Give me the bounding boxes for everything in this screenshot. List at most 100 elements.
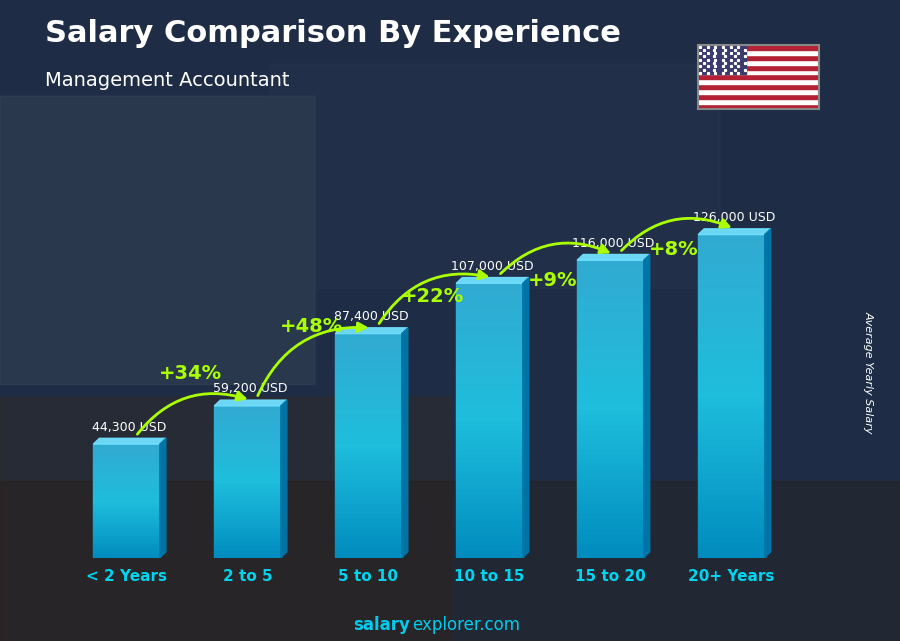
Bar xyxy=(456,489,523,494)
FancyBboxPatch shape xyxy=(0,96,315,385)
Bar xyxy=(214,408,281,411)
Bar xyxy=(94,535,160,537)
Bar xyxy=(0,397,450,641)
Bar xyxy=(698,391,765,396)
Bar xyxy=(94,510,160,512)
Bar xyxy=(94,497,160,499)
Bar xyxy=(214,434,281,437)
Bar xyxy=(698,380,765,385)
Bar xyxy=(698,326,765,331)
Bar xyxy=(335,401,401,404)
Bar xyxy=(214,451,281,454)
Bar xyxy=(456,347,523,352)
Bar xyxy=(335,550,401,554)
Bar xyxy=(698,466,765,472)
Bar xyxy=(214,424,281,426)
Bar xyxy=(94,548,160,550)
Bar xyxy=(577,265,644,270)
Bar xyxy=(456,288,523,292)
Bar xyxy=(577,429,644,434)
Bar xyxy=(94,495,160,497)
Bar xyxy=(335,367,401,371)
Text: +34%: +34% xyxy=(158,363,221,383)
Bar xyxy=(214,431,281,434)
Bar xyxy=(94,538,160,540)
Bar xyxy=(456,379,523,384)
Bar xyxy=(94,444,160,446)
Bar xyxy=(335,356,401,360)
Bar xyxy=(214,535,281,537)
Bar xyxy=(335,419,401,423)
Bar xyxy=(577,290,644,295)
Bar xyxy=(456,539,523,544)
Bar xyxy=(577,528,644,533)
Bar xyxy=(214,553,281,555)
Bar xyxy=(577,389,644,394)
Bar xyxy=(94,463,160,465)
Polygon shape xyxy=(698,229,770,235)
Text: +9%: +9% xyxy=(528,271,578,290)
Bar xyxy=(698,283,765,288)
Bar xyxy=(335,416,401,419)
Bar xyxy=(94,470,160,472)
Bar xyxy=(214,507,281,510)
Bar xyxy=(335,431,401,435)
Bar xyxy=(335,363,401,367)
Bar xyxy=(698,256,765,262)
Bar xyxy=(456,375,523,379)
Bar xyxy=(94,474,160,476)
Bar xyxy=(456,311,523,315)
Bar xyxy=(698,89,819,94)
FancyBboxPatch shape xyxy=(270,64,720,288)
Bar xyxy=(456,420,523,425)
Bar xyxy=(456,283,523,288)
Bar xyxy=(698,428,765,434)
Bar xyxy=(94,529,160,531)
Bar xyxy=(577,474,644,478)
Bar xyxy=(214,512,281,515)
Bar xyxy=(698,79,819,85)
Bar xyxy=(698,50,819,54)
Bar xyxy=(94,492,160,494)
Bar xyxy=(94,472,160,474)
Bar xyxy=(577,449,644,454)
Bar xyxy=(94,552,160,554)
Bar xyxy=(577,553,644,558)
Bar xyxy=(214,530,281,533)
Bar xyxy=(94,544,160,546)
Bar xyxy=(94,486,160,488)
Bar xyxy=(577,344,644,349)
Polygon shape xyxy=(281,400,287,558)
Bar xyxy=(94,516,160,518)
Bar xyxy=(456,315,523,320)
Bar xyxy=(335,394,401,397)
Bar xyxy=(335,442,401,445)
Bar xyxy=(577,483,644,488)
Polygon shape xyxy=(335,328,408,333)
Bar xyxy=(456,485,523,489)
Polygon shape xyxy=(401,328,408,558)
Bar xyxy=(214,467,281,469)
Bar xyxy=(456,302,523,306)
Bar xyxy=(94,499,160,501)
Bar xyxy=(577,434,644,438)
Bar xyxy=(456,397,523,402)
Bar xyxy=(214,525,281,528)
Bar xyxy=(456,530,523,535)
Bar xyxy=(456,306,523,311)
Bar xyxy=(94,550,160,552)
Bar xyxy=(214,485,281,487)
Bar xyxy=(698,434,765,439)
Bar xyxy=(94,554,160,556)
Bar xyxy=(698,104,819,109)
Bar xyxy=(577,295,644,300)
Bar xyxy=(335,461,401,464)
Bar xyxy=(214,413,281,416)
Bar xyxy=(214,528,281,530)
Bar xyxy=(698,418,765,423)
Bar xyxy=(214,444,281,446)
Bar xyxy=(577,438,644,444)
Bar xyxy=(577,508,644,513)
Bar xyxy=(94,452,160,454)
Bar xyxy=(214,550,281,553)
